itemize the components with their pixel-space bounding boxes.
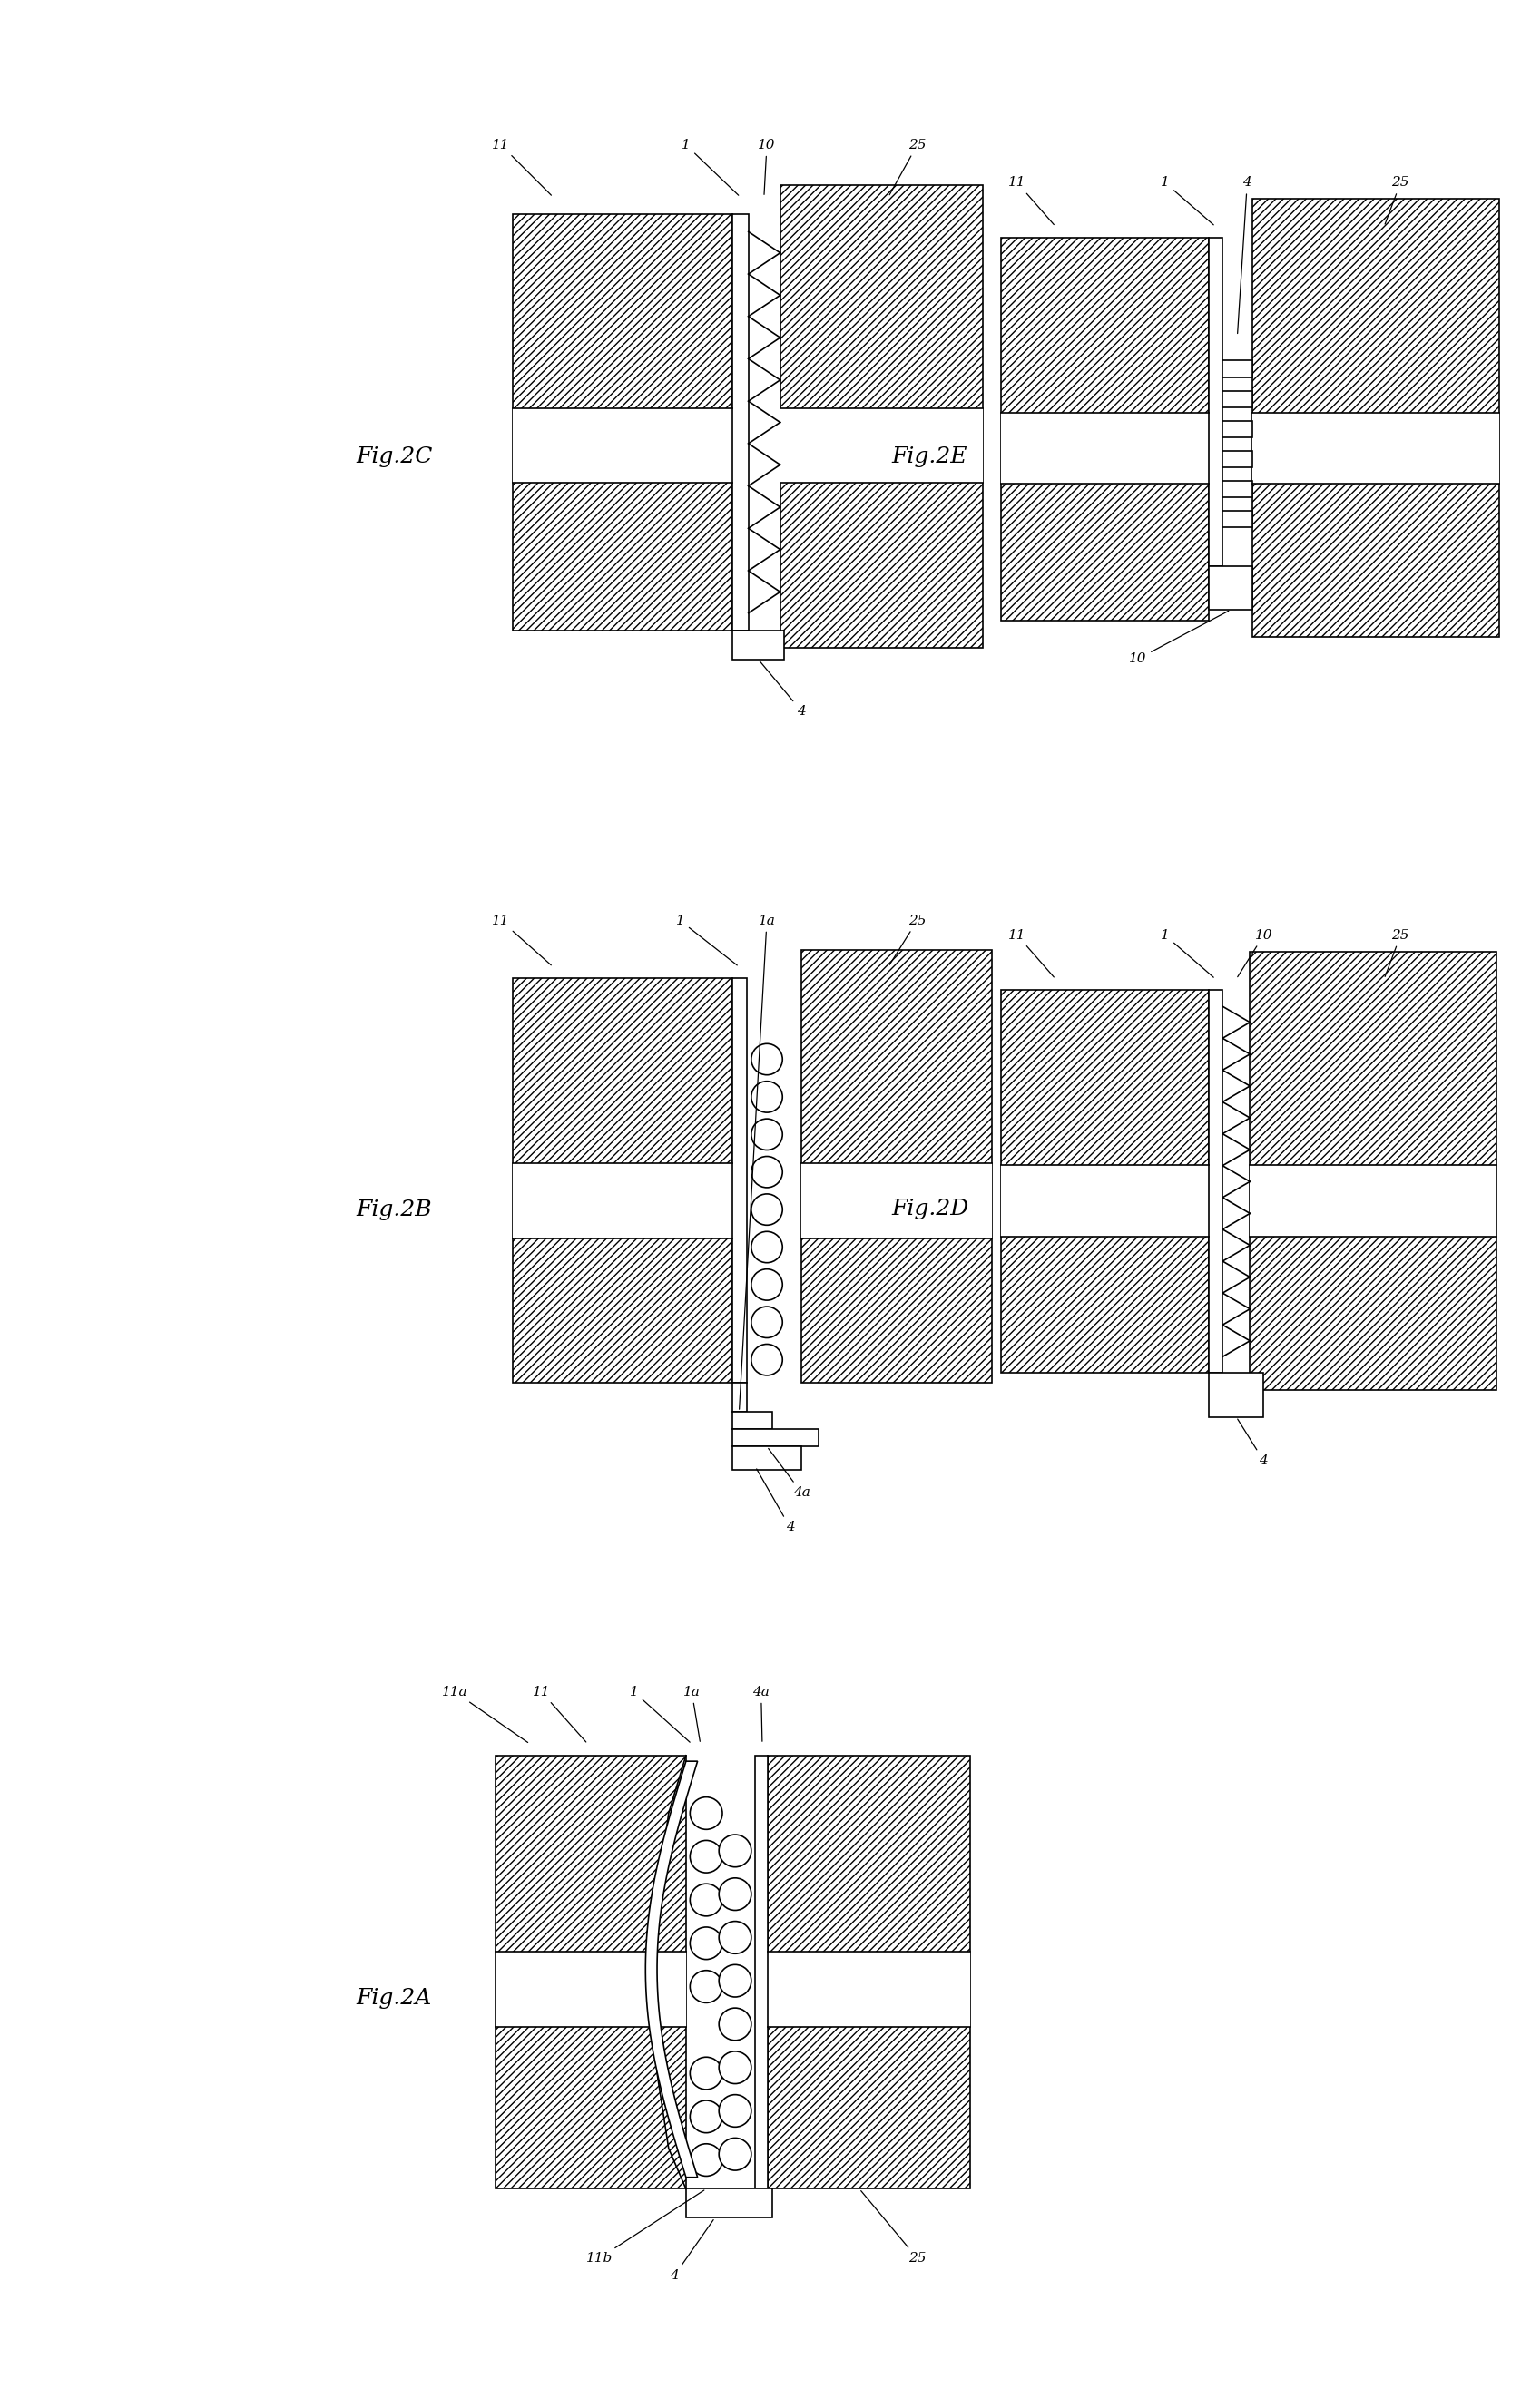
Polygon shape (645, 1760, 698, 2177)
Bar (780, 185, 983, 648)
Circle shape (751, 1194, 782, 1226)
Bar (768, 1755, 970, 2189)
Bar (513, 1163, 732, 1238)
Bar (1209, 566, 1253, 609)
Text: 10: 10 (1238, 929, 1273, 978)
Text: Fig.2C: Fig.2C (356, 445, 433, 467)
Text: 25: 25 (890, 915, 926, 966)
Circle shape (751, 1230, 782, 1262)
Circle shape (691, 1970, 722, 2003)
Bar (1253, 200, 1500, 638)
Text: 4: 4 (756, 1469, 794, 1534)
Circle shape (719, 2138, 751, 2170)
Circle shape (691, 1840, 722, 1873)
Text: 10: 10 (757, 140, 776, 195)
Text: 1a: 1a (683, 1686, 700, 1741)
Circle shape (691, 1926, 722, 1960)
Text: 25: 25 (861, 2191, 926, 2264)
Text: Fig.2E: Fig.2E (891, 445, 967, 467)
Text: 25: 25 (1386, 929, 1410, 978)
Circle shape (691, 2143, 722, 2177)
Circle shape (719, 1878, 751, 1910)
Bar (1253, 412, 1500, 484)
Bar (732, 978, 747, 1382)
Bar (1209, 990, 1223, 1373)
Bar (1250, 951, 1497, 1389)
Text: 1: 1 (1161, 929, 1214, 978)
Text: 1: 1 (630, 1686, 691, 1743)
Circle shape (691, 2100, 722, 2133)
Text: 11: 11 (493, 915, 551, 966)
Bar (732, 1382, 747, 1411)
Text: 1: 1 (675, 915, 738, 966)
Bar (802, 949, 992, 1382)
Bar (732, 1447, 802, 1469)
Circle shape (719, 1965, 751, 1996)
Circle shape (751, 1081, 782, 1112)
Bar (513, 407, 732, 484)
Text: Fig.2D: Fig.2D (891, 1199, 969, 1218)
Bar (1223, 421, 1253, 438)
Circle shape (719, 2008, 751, 2040)
Text: 11: 11 (532, 1686, 586, 1741)
Bar (1209, 1373, 1264, 1416)
Circle shape (691, 2056, 722, 2090)
Bar (496, 1953, 686, 2028)
Text: 1: 1 (1161, 176, 1214, 224)
Text: 10: 10 (1129, 612, 1229, 665)
Circle shape (751, 1269, 782, 1300)
Circle shape (719, 2095, 751, 2126)
Text: 1: 1 (681, 140, 739, 195)
Bar (756, 1755, 768, 2189)
Bar (1001, 1165, 1209, 1235)
Bar (1001, 412, 1209, 484)
Bar (513, 214, 732, 631)
Circle shape (691, 1796, 722, 1830)
Bar (1223, 361, 1253, 378)
Bar (1001, 238, 1209, 621)
Text: 4: 4 (669, 2220, 713, 2283)
Text: 11a: 11a (441, 1686, 528, 1743)
Text: 11: 11 (1008, 929, 1054, 978)
Text: 11: 11 (1008, 176, 1054, 224)
Bar (768, 1953, 970, 2028)
Text: 25: 25 (890, 140, 926, 195)
Text: 4a: 4a (768, 1450, 811, 1500)
Circle shape (751, 1043, 782, 1074)
Bar (732, 631, 785, 660)
Bar (1209, 238, 1223, 566)
Bar (1223, 482, 1253, 498)
Text: Fig.2A: Fig.2A (356, 1987, 432, 2008)
Circle shape (719, 1922, 751, 1953)
Text: Fig.2B: Fig.2B (356, 1199, 432, 1221)
Circle shape (751, 1344, 782, 1375)
Text: 4a: 4a (753, 1686, 770, 1741)
Text: 4: 4 (1238, 1418, 1269, 1466)
Bar (732, 1428, 818, 1447)
Circle shape (719, 2052, 751, 2083)
Circle shape (691, 1883, 722, 1917)
Bar (1001, 990, 1209, 1373)
Text: 11: 11 (493, 140, 551, 195)
Bar (496, 1755, 686, 2189)
Circle shape (751, 1308, 782, 1339)
Bar (1223, 510, 1253, 527)
Bar (1223, 390, 1253, 407)
Text: 4: 4 (1238, 176, 1252, 332)
Bar (513, 978, 732, 1382)
Bar (802, 1163, 992, 1238)
Bar (732, 1411, 773, 1428)
Bar (686, 2189, 773, 2218)
Bar (1223, 450, 1253, 467)
Text: 4: 4 (760, 662, 806, 718)
Text: 25: 25 (1386, 176, 1410, 224)
Text: 11b: 11b (586, 2191, 704, 2264)
Bar (1250, 1165, 1497, 1235)
Circle shape (751, 1120, 782, 1151)
Circle shape (719, 1835, 751, 1866)
Bar (732, 214, 748, 631)
Bar (780, 407, 983, 484)
Text: 1a: 1a (739, 915, 776, 1409)
Circle shape (751, 1156, 782, 1187)
